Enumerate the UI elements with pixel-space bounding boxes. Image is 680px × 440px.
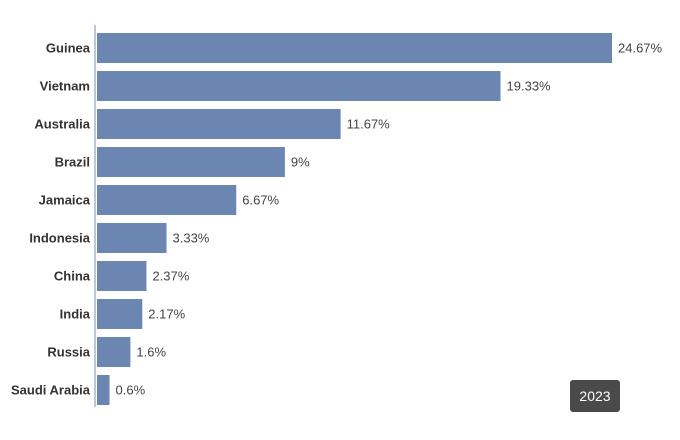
bar[interactable] <box>97 261 147 291</box>
bar-row: Russia 1.6% <box>47 337 166 367</box>
value-label: 0.6% <box>116 383 146 398</box>
category-label: Russia <box>47 345 90 360</box>
bar-row: Brazil 9% <box>55 147 310 177</box>
value-label: 24.67% <box>618 41 663 56</box>
bar-row: Jamaica 6.67% <box>39 185 280 215</box>
value-label: 11.67% <box>347 117 391 132</box>
value-label: 2.37% <box>152 269 189 284</box>
bar-row: Indonesia 3.33% <box>29 223 210 253</box>
value-label: 9% <box>291 155 310 170</box>
category-label: China <box>54 269 91 284</box>
bar-row: Vietnam 19.33% <box>40 71 551 101</box>
category-label: Vietnam <box>40 79 90 94</box>
bar[interactable] <box>97 299 143 329</box>
category-label: India <box>60 307 91 322</box>
value-label: 2.17% <box>148 307 185 322</box>
bar[interactable] <box>97 185 237 215</box>
category-label: Guinea <box>46 41 91 56</box>
value-label: 19.33% <box>507 79 552 94</box>
bar-row: Australia 11.67% <box>34 109 390 139</box>
value-label: 3.33% <box>173 231 210 246</box>
bar[interactable] <box>97 33 612 63</box>
bar-row: India 2.17% <box>60 299 186 329</box>
category-label: Indonesia <box>29 231 90 246</box>
bar[interactable] <box>97 375 110 405</box>
year-badge: 2023 <box>570 380 620 412</box>
bar[interactable] <box>97 223 167 253</box>
bars-group: Guinea 24.67% Vietnam 19.33% Australia 11.67%… <box>11 33 663 405</box>
bar-row: Guinea 24.67% <box>46 33 663 63</box>
bar[interactable] <box>97 71 501 101</box>
bar-row: China 2.37% <box>54 261 190 291</box>
category-label: Saudi Arabia <box>11 383 91 398</box>
category-label: Jamaica <box>39 193 91 208</box>
bar[interactable] <box>97 147 285 177</box>
category-label: Brazil <box>55 155 90 170</box>
bar-row: Saudi Arabia 0.6% <box>11 375 146 405</box>
value-label: 6.67% <box>242 193 279 208</box>
bar[interactable] <box>97 337 131 367</box>
category-label: Australia <box>34 117 90 132</box>
value-label: 1.6% <box>136 345 166 360</box>
bar[interactable] <box>97 109 341 139</box>
